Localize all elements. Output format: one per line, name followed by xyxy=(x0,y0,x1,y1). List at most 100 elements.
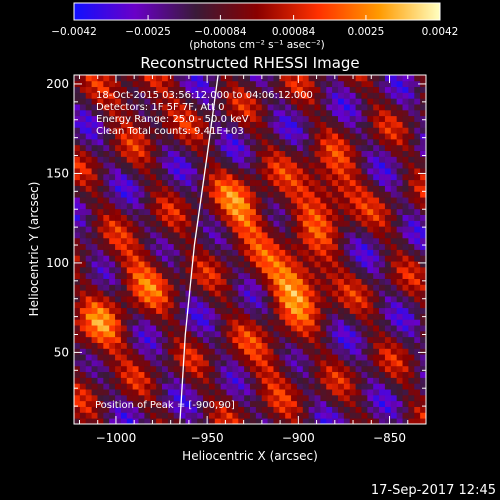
heatmap-cell xyxy=(384,389,392,396)
heatmap-cell xyxy=(414,232,421,239)
heatmap-cell xyxy=(255,138,263,146)
heatmap-cell xyxy=(115,284,122,291)
heatmap-cell xyxy=(109,278,116,285)
heatmap-cell xyxy=(120,98,128,105)
heatmap-cell xyxy=(167,319,175,326)
heatmap-cell xyxy=(244,226,251,233)
heatmap-cell xyxy=(74,208,81,215)
heatmap-cell xyxy=(109,127,116,134)
heatmap-cell xyxy=(285,290,292,297)
heatmap-cell xyxy=(291,86,298,93)
heatmap-cell xyxy=(238,197,245,204)
heatmap-cell xyxy=(85,133,92,140)
heatmap-cell xyxy=(420,354,426,361)
heatmap-cell xyxy=(214,202,222,210)
heatmap-cell xyxy=(197,133,204,140)
heatmap-cell xyxy=(220,104,227,111)
heatmap-cell xyxy=(85,162,92,169)
heatmap-cell xyxy=(402,109,409,117)
heatmap-cell xyxy=(250,284,257,291)
heatmap-cell xyxy=(126,348,134,355)
heatmap-cell xyxy=(408,342,415,349)
heatmap-cell xyxy=(79,191,87,198)
heatmap-cell xyxy=(396,261,403,268)
heatmap-cell xyxy=(179,173,186,181)
heatmap-cell xyxy=(267,272,274,279)
heatmap-cell xyxy=(91,255,98,262)
heatmap-cell xyxy=(296,406,304,413)
heatmap-cell xyxy=(74,249,81,256)
heatmap-cell xyxy=(191,162,198,169)
heatmap-cell xyxy=(120,138,128,146)
heatmap-cell xyxy=(79,80,87,88)
heatmap-cell xyxy=(273,336,280,343)
heatmap-cell xyxy=(185,307,192,314)
heatmap-cell xyxy=(420,156,426,163)
heatmap-cell xyxy=(314,127,321,134)
heatmap-cell xyxy=(390,138,398,146)
heatmap-cell xyxy=(173,377,180,384)
heatmap-cell xyxy=(326,127,333,134)
heatmap-cell xyxy=(420,307,426,314)
heatmap-cell xyxy=(379,383,386,390)
heatmap-cell xyxy=(408,121,415,128)
heatmap-cell xyxy=(255,365,263,373)
heatmap-cell xyxy=(208,365,216,373)
heatmap-cell xyxy=(167,92,175,99)
heatmap-cell xyxy=(255,109,263,117)
heatmap-cell xyxy=(338,86,345,93)
heatmap-cell xyxy=(408,301,415,309)
heatmap-cell xyxy=(355,348,362,355)
heatmap-cell xyxy=(279,354,286,361)
heatmap-cell xyxy=(103,360,110,367)
heatmap-cell xyxy=(302,80,310,88)
heatmap-cell xyxy=(420,278,426,285)
heatmap-cell xyxy=(361,325,368,332)
heatmap-cell xyxy=(396,98,403,105)
heatmap-cell xyxy=(396,348,403,355)
heatmap-cell xyxy=(326,284,333,291)
heatmap-cell xyxy=(115,249,122,256)
heatmap-cell xyxy=(349,330,356,338)
heatmap-cell xyxy=(349,290,356,297)
heatmap-cell xyxy=(244,104,251,111)
heatmap-cell xyxy=(414,319,421,326)
heatmap-cell xyxy=(238,290,245,297)
heatmap-cell xyxy=(396,377,403,384)
heatmap-cell xyxy=(338,249,345,256)
heatmap-cell xyxy=(308,156,315,163)
heatmap-cell xyxy=(390,301,398,309)
heatmap-cell xyxy=(314,330,321,338)
heatmap-cell xyxy=(214,208,222,215)
heatmap-cell xyxy=(332,133,339,140)
heatmap-cell xyxy=(232,202,239,210)
heatmap-cell xyxy=(261,232,268,239)
heatmap-cell xyxy=(349,261,356,268)
heatmap-cell xyxy=(361,389,368,396)
heatmap-cell xyxy=(156,272,163,279)
heatmap-cell xyxy=(373,394,380,402)
heatmap-cell xyxy=(373,284,380,291)
heatmap-cell xyxy=(197,330,204,338)
heatmap-cell xyxy=(214,418,222,424)
colorbar-ticks: −0.0042 −0.0025 −0.00084 0.00084 0.0025 0.004… xyxy=(51,15,458,38)
heatmap-cell xyxy=(349,354,356,361)
heatmap-cell xyxy=(162,115,169,122)
heatmap-cell xyxy=(291,278,298,285)
heatmap-cell xyxy=(167,179,175,186)
heatmap-cell xyxy=(308,98,315,105)
heatmap-cell xyxy=(162,336,169,343)
heatmap-cell xyxy=(214,232,222,239)
heatmap-cell xyxy=(379,360,386,367)
heatmap-cell xyxy=(220,232,227,239)
heatmap-cell xyxy=(420,75,426,82)
heatmap-cell xyxy=(173,214,180,221)
heatmap-cell xyxy=(238,214,245,221)
heatmap-cell xyxy=(408,80,415,88)
heatmap-cell xyxy=(91,278,98,285)
heatmap-cell xyxy=(138,371,145,378)
heatmap-cell xyxy=(156,336,163,343)
heatmap-cell xyxy=(314,400,321,407)
heatmap-cell xyxy=(126,330,134,338)
heatmap-cell xyxy=(326,214,333,221)
